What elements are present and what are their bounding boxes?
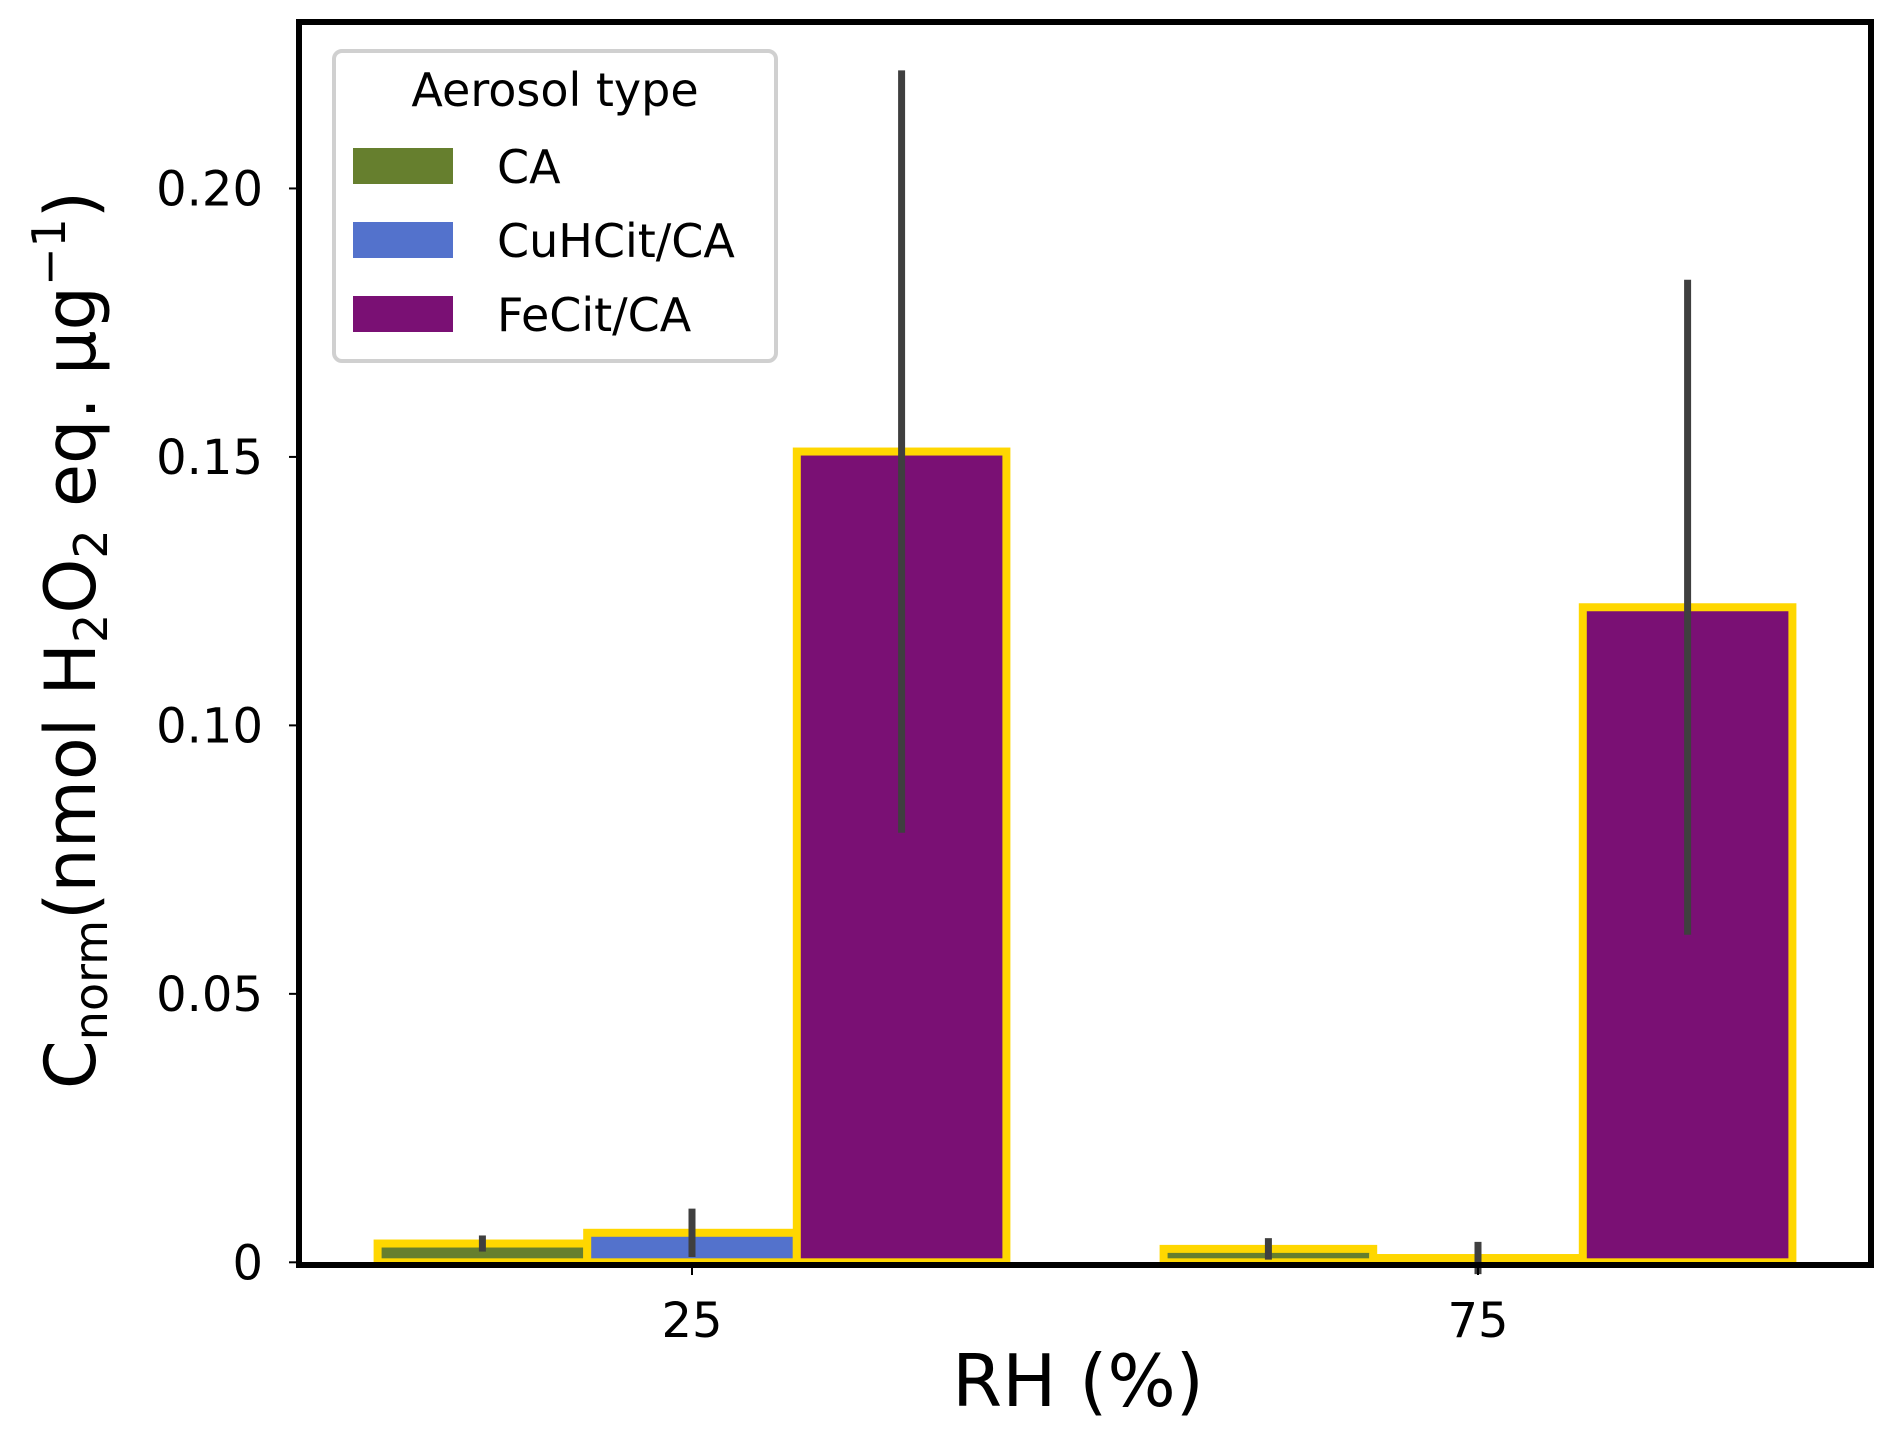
y-axis: 0 0.05 0.10 0.15 0.20 <box>156 161 299 1291</box>
y-tick-label: 0.15 <box>156 430 263 486</box>
x-tick-label: 25 <box>661 1293 722 1349</box>
legend-label: FeCit/CA <box>497 288 692 342</box>
axes-frame <box>296 19 1874 1268</box>
legend-swatch <box>353 222 453 258</box>
x-tick-label: 75 <box>1447 1293 1508 1349</box>
y-tick-label: 0.10 <box>156 698 263 754</box>
legend-label: CA <box>497 140 561 194</box>
y-axis-label: Cnorm(nmol H2O2 eq. µg−1) <box>22 191 118 1089</box>
legend-swatch <box>353 148 453 184</box>
y-tick-label: 0.20 <box>156 161 263 217</box>
x-axis-label: RH (%) <box>952 1339 1204 1423</box>
legend-label: CuHCit/CA <box>497 214 735 268</box>
x-axis: 25 75 <box>661 1265 1509 1349</box>
legend-swatch <box>353 296 453 332</box>
legend: Aerosol type CA CuHCit/CA FeCit/CA <box>332 49 778 363</box>
bars-layer <box>373 70 1797 1275</box>
y-tick-label: 0.05 <box>156 967 263 1023</box>
y-tick-label: 0 <box>232 1235 263 1291</box>
legend-title: Aerosol type <box>411 63 698 117</box>
legend-box <box>332 49 778 363</box>
